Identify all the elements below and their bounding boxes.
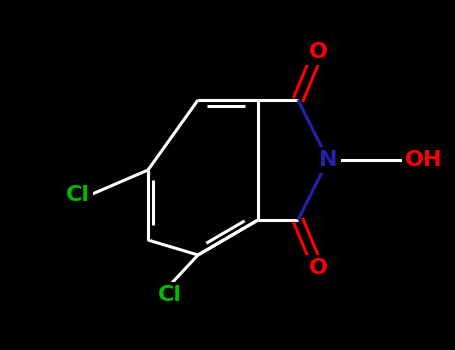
Text: Cl: Cl bbox=[158, 285, 182, 305]
Text: O: O bbox=[308, 258, 328, 278]
Text: O: O bbox=[308, 42, 328, 62]
Text: N: N bbox=[319, 150, 337, 170]
Text: OH: OH bbox=[405, 150, 443, 170]
Text: Cl: Cl bbox=[66, 185, 90, 205]
